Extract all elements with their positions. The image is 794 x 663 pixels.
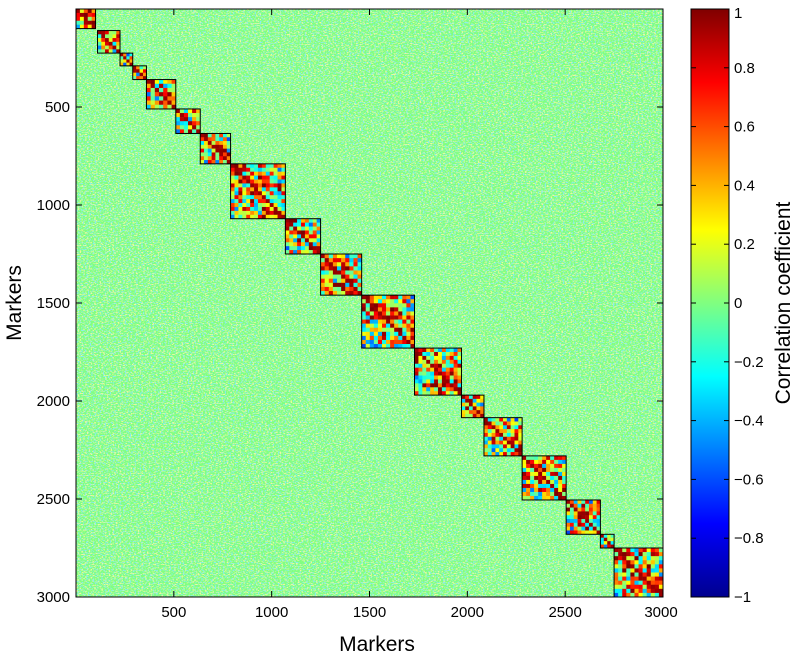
block-outline bbox=[199, 132, 232, 165]
correlation-block bbox=[565, 499, 601, 535]
block-outline bbox=[521, 455, 567, 501]
y-axis-label: Markers bbox=[3, 265, 26, 341]
colorbar-tick-label: 1 bbox=[734, 5, 742, 22]
y-tick-label: 500 bbox=[45, 99, 70, 116]
colorbar-gradient bbox=[690, 8, 730, 598]
x-tick-label: 1500 bbox=[353, 604, 386, 621]
y-tick-label: 1500 bbox=[37, 295, 70, 312]
colorbar-tick-label: 0.2 bbox=[734, 236, 755, 253]
correlation-block bbox=[145, 79, 177, 110]
y-tick-label: 3000 bbox=[37, 589, 70, 606]
correlation-block bbox=[521, 455, 567, 501]
correlation-block bbox=[320, 253, 363, 296]
block-outline bbox=[145, 79, 177, 110]
plot-area bbox=[75, 8, 664, 598]
correlation-block bbox=[175, 108, 201, 134]
colorbar-tick-label: −0.4 bbox=[734, 413, 764, 430]
correlation-block bbox=[230, 163, 286, 220]
x-tick-label: 500 bbox=[161, 604, 186, 621]
block-outline bbox=[119, 52, 134, 67]
correlation-block bbox=[599, 533, 615, 549]
colorbar-tick-label: 0 bbox=[734, 295, 742, 312]
block-outline bbox=[565, 499, 601, 535]
correlation-block bbox=[199, 132, 232, 165]
x-tick-label: 2000 bbox=[451, 604, 484, 621]
correlation-block bbox=[460, 394, 485, 419]
block-outline bbox=[483, 417, 523, 457]
colorbar-ticks: 1 0.8 0.6 0.4 0.2 0 −0.2 −0.4 −0.6 −0.8 −1 bbox=[691, 5, 764, 606]
block-outline bbox=[284, 218, 322, 255]
correlation-block bbox=[414, 347, 462, 396]
colorbar-tick-label: −0.2 bbox=[734, 354, 764, 371]
correlation-block bbox=[361, 294, 416, 349]
correlation-block bbox=[76, 9, 97, 30]
colorbar-tick-label: −1 bbox=[734, 589, 751, 606]
block-outline bbox=[460, 394, 485, 419]
colorbar-label: Correlation coefficient bbox=[772, 201, 794, 404]
x-tick-label: 1000 bbox=[255, 604, 288, 621]
x-axis-label: Markers bbox=[339, 633, 415, 656]
block-outline bbox=[175, 108, 201, 134]
colorbar-tick-label: 0.6 bbox=[734, 119, 755, 136]
y-tick-label: 2000 bbox=[37, 393, 70, 410]
correlation-block bbox=[119, 52, 134, 67]
y-axis-ticks: 500 1000 1500 2000 2500 3000 bbox=[37, 99, 663, 606]
correlation-block bbox=[284, 218, 322, 255]
x-axis-ticks: 500 1000 1500 2000 2500 3000 bbox=[161, 9, 678, 621]
y-tick-label: 2500 bbox=[37, 491, 70, 508]
colorbar-tick-label: 0.4 bbox=[734, 177, 755, 194]
colorbar-tick-label: −0.6 bbox=[734, 471, 764, 488]
colorbar-tick-label: −0.8 bbox=[734, 530, 764, 547]
block-outline bbox=[361, 294, 416, 349]
correlation-blocks bbox=[76, 9, 663, 597]
y-tick-label: 1000 bbox=[37, 197, 70, 214]
x-tick-label: 2500 bbox=[548, 604, 581, 621]
block-outline bbox=[230, 163, 286, 220]
block-outline bbox=[97, 30, 121, 54]
block-outline bbox=[414, 347, 462, 396]
block-outline bbox=[320, 253, 363, 296]
x-tick-label: 3000 bbox=[644, 604, 677, 621]
correlation-block bbox=[613, 547, 663, 597]
block-outline bbox=[599, 533, 615, 549]
colorbar-tick-label: 0.8 bbox=[734, 60, 755, 77]
block-outline bbox=[76, 9, 97, 30]
block-outline bbox=[132, 65, 147, 81]
correlation-block bbox=[97, 30, 121, 54]
colorbar: 1 0.8 0.6 0.4 0.2 0 −0.2 −0.4 −0.6 −0.8 −1 Correla… bbox=[690, 5, 794, 606]
correlation-block bbox=[483, 417, 523, 457]
correlation-block bbox=[132, 65, 147, 81]
